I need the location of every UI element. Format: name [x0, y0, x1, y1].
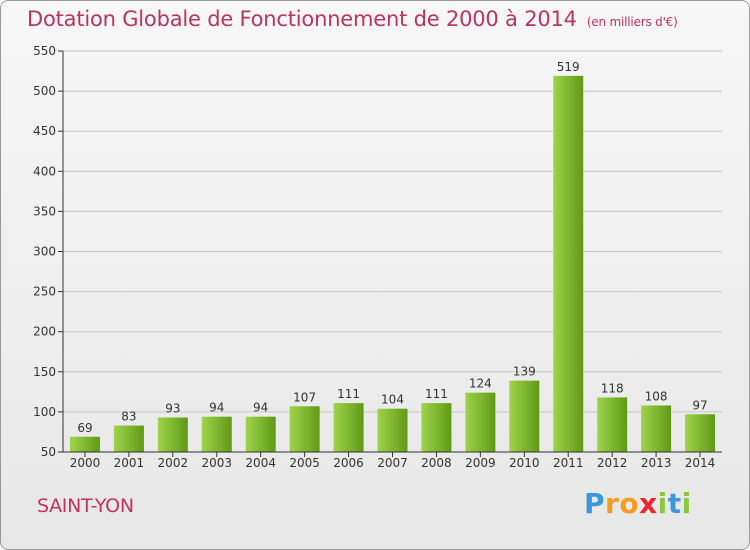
data-label: 69 [77, 421, 92, 435]
bar-2000 [69, 436, 100, 452]
data-label: 94 [209, 401, 224, 415]
labels: 50 100 150 200 250 300 350 400 450 500 550 69 2000 83… [33, 44, 715, 470]
bar-2004 [245, 416, 276, 452]
logo-letter: P [584, 487, 606, 520]
x-tick-label: 2014 [685, 456, 716, 470]
data-label: 111 [425, 387, 448, 401]
x-tick-label: 2003 [201, 456, 232, 470]
x-tick-label: 2007 [377, 456, 408, 470]
logo-letter: i [681, 487, 692, 520]
y-tick-label: 350 [33, 204, 56, 218]
bar-2008 [421, 403, 452, 452]
data-label: 97 [692, 398, 707, 412]
bar-2010 [509, 380, 540, 452]
bar-2001 [113, 425, 144, 452]
grid-lines [63, 50, 722, 413]
bar-2007 [377, 408, 408, 452]
data-label: 118 [601, 381, 624, 395]
x-tick-label: 2002 [158, 456, 189, 470]
y-tick-label: 100 [33, 405, 56, 419]
data-label: 83 [121, 410, 136, 424]
x-tick-label: 2010 [509, 456, 540, 470]
data-label: 124 [469, 377, 492, 391]
data-label: 104 [381, 393, 404, 407]
bar-2005 [289, 406, 320, 452]
x-tick-label: 2011 [553, 456, 584, 470]
bar-2003 [201, 416, 232, 452]
y-tick-label: 50 [41, 445, 56, 459]
axes [58, 50, 722, 457]
bar-2009 [465, 392, 496, 452]
logo-letter: r [605, 487, 620, 520]
x-tick-label: 2004 [245, 456, 276, 470]
x-tick-label: 2001 [114, 456, 145, 470]
x-tick-label: 2006 [333, 456, 364, 470]
data-label: 108 [645, 389, 668, 403]
data-label: 107 [293, 390, 316, 404]
proxiti-logo[interactable]: Proxiti [584, 487, 692, 520]
y-tick-label: 300 [33, 245, 56, 259]
logo-letter: x [639, 487, 658, 520]
logo-letter: o [619, 487, 640, 520]
chart-title-text: Dotation Globale de Fonctionnement de 20… [27, 7, 577, 31]
x-tick-label: 2000 [70, 456, 101, 470]
data-label: 139 [513, 365, 536, 379]
y-tick-label: 450 [33, 124, 56, 138]
y-tick-label: 150 [33, 365, 56, 379]
x-tick-label: 2012 [597, 456, 628, 470]
bar-2011 [553, 75, 584, 452]
logo-letter: t [667, 487, 682, 520]
data-label: 111 [337, 387, 360, 401]
data-label: 93 [165, 402, 180, 416]
x-tick-label: 2013 [641, 456, 672, 470]
x-tick-label: 2008 [421, 456, 452, 470]
y-tick-label: 500 [33, 84, 56, 98]
city-name: SAINT-YON [37, 495, 134, 517]
bar-2012 [597, 397, 628, 452]
bars [69, 75, 716, 452]
logo-letter: i [657, 487, 668, 520]
x-tick-label: 2009 [465, 456, 496, 470]
y-tick-label: 400 [33, 164, 56, 178]
data-label: 519 [557, 60, 580, 74]
bar-2002 [157, 417, 188, 452]
chart-subtitle: (en milliers d'€) [586, 15, 678, 29]
chart-title: Dotation Globale de Fonctionnement de 20… [27, 7, 678, 31]
y-tick-label: 200 [33, 325, 56, 339]
bar-2013 [641, 405, 672, 452]
bar-2014 [685, 414, 716, 452]
y-tick-label: 250 [33, 285, 56, 299]
y-tick-label: 550 [33, 44, 56, 58]
bar-2006 [333, 403, 364, 452]
data-label: 94 [253, 401, 268, 415]
x-tick-label: 2005 [289, 456, 320, 470]
